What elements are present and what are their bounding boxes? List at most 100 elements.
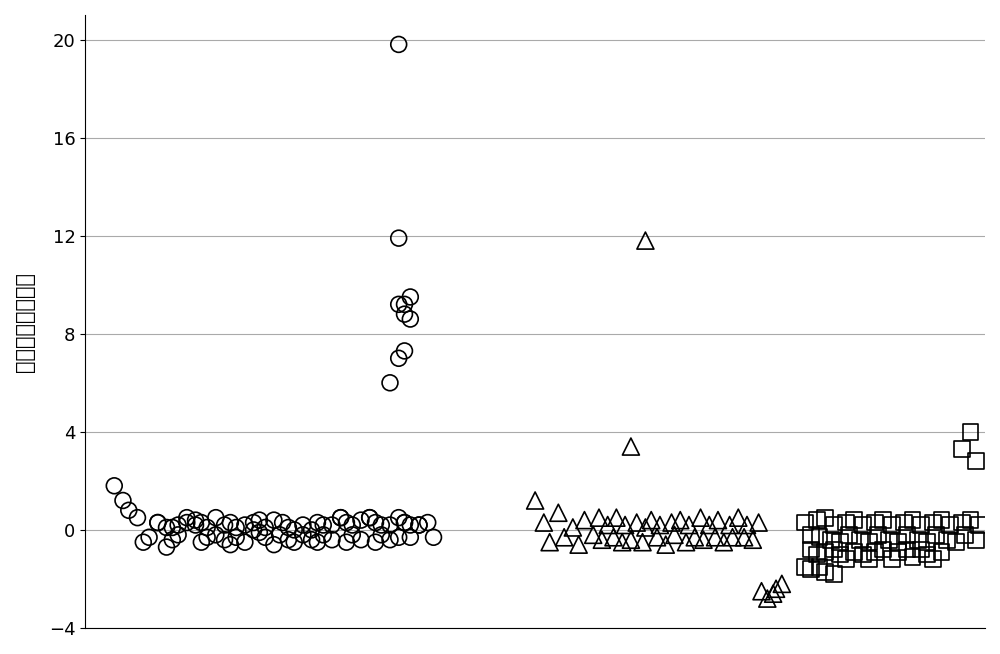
Point <box>701 520 717 530</box>
Point <box>812 532 828 543</box>
Point <box>817 513 833 523</box>
Point <box>968 534 984 545</box>
Point <box>257 523 273 533</box>
Point <box>867 517 883 528</box>
Point <box>904 515 920 525</box>
Point <box>826 520 842 530</box>
Point <box>870 530 886 540</box>
Point <box>295 530 311 540</box>
Point <box>759 593 775 604</box>
Point <box>954 444 970 455</box>
Point <box>565 523 581 533</box>
Point <box>652 520 668 530</box>
Point <box>867 547 883 557</box>
Point <box>855 549 871 560</box>
Point <box>382 377 398 388</box>
Point <box>286 525 302 535</box>
Point <box>832 549 848 560</box>
Point <box>666 530 682 540</box>
Point <box>391 299 407 309</box>
Point <box>237 537 253 547</box>
Point <box>695 534 711 545</box>
Point <box>812 562 828 572</box>
Point <box>246 517 262 528</box>
Point <box>968 456 984 466</box>
Point <box>391 353 407 364</box>
Point <box>179 517 195 528</box>
Point <box>890 547 906 557</box>
Point <box>353 515 369 525</box>
Point <box>730 513 746 523</box>
Point <box>286 537 302 547</box>
Point <box>426 532 442 543</box>
Point <box>199 523 215 533</box>
Point <box>208 530 224 540</box>
Point <box>751 517 767 528</box>
Point <box>228 523 244 533</box>
Point <box>576 515 592 525</box>
Point <box>228 532 244 543</box>
Point <box>838 517 854 528</box>
Point <box>957 530 973 540</box>
Point <box>362 513 378 523</box>
Point <box>658 540 674 550</box>
Point <box>411 520 427 530</box>
Point <box>280 523 296 533</box>
Point <box>803 564 819 574</box>
Point <box>594 534 610 545</box>
Point <box>222 540 238 550</box>
Point <box>585 530 601 540</box>
Point <box>919 549 935 560</box>
Point <box>353 534 369 545</box>
Point <box>838 554 854 564</box>
Point <box>925 554 941 564</box>
Point <box>890 537 906 547</box>
Point <box>397 299 413 309</box>
Point <box>768 583 784 594</box>
Point <box>397 346 413 356</box>
Point <box>962 426 978 437</box>
Point <box>324 520 340 530</box>
Point <box>591 513 607 523</box>
Point <box>397 309 413 319</box>
Point <box>237 520 253 530</box>
Point <box>745 534 761 545</box>
Point <box>809 549 825 560</box>
Point <box>724 532 740 543</box>
Point <box>397 517 413 528</box>
Point <box>159 542 175 553</box>
Point <box>159 523 175 533</box>
Point <box>797 517 813 528</box>
Point <box>954 517 970 528</box>
Point <box>150 517 166 528</box>
Point <box>246 525 262 535</box>
Point <box>150 517 166 528</box>
Point <box>309 517 325 528</box>
Point <box>266 515 282 525</box>
Point <box>693 513 709 523</box>
Point <box>391 39 407 50</box>
Point <box>344 520 360 530</box>
Point <box>823 534 839 545</box>
Point <box>623 441 639 452</box>
Point <box>309 537 325 547</box>
Point <box>861 554 877 564</box>
Point <box>919 537 935 547</box>
Point <box>402 520 418 530</box>
Point <box>884 554 900 564</box>
Point <box>222 517 238 528</box>
Point <box>391 233 407 243</box>
Point <box>678 537 694 547</box>
Point <box>420 517 436 528</box>
Y-axis label: 归一化的染色体值: 归一化的染色体值 <box>15 271 35 371</box>
Point <box>208 513 224 523</box>
Point <box>672 515 688 525</box>
Point <box>707 532 723 543</box>
Point <box>605 532 621 543</box>
Point <box>722 520 738 530</box>
Point <box>600 520 616 530</box>
Point <box>797 562 813 572</box>
Point <box>875 515 891 525</box>
Point <box>324 534 340 545</box>
Point <box>774 579 790 589</box>
